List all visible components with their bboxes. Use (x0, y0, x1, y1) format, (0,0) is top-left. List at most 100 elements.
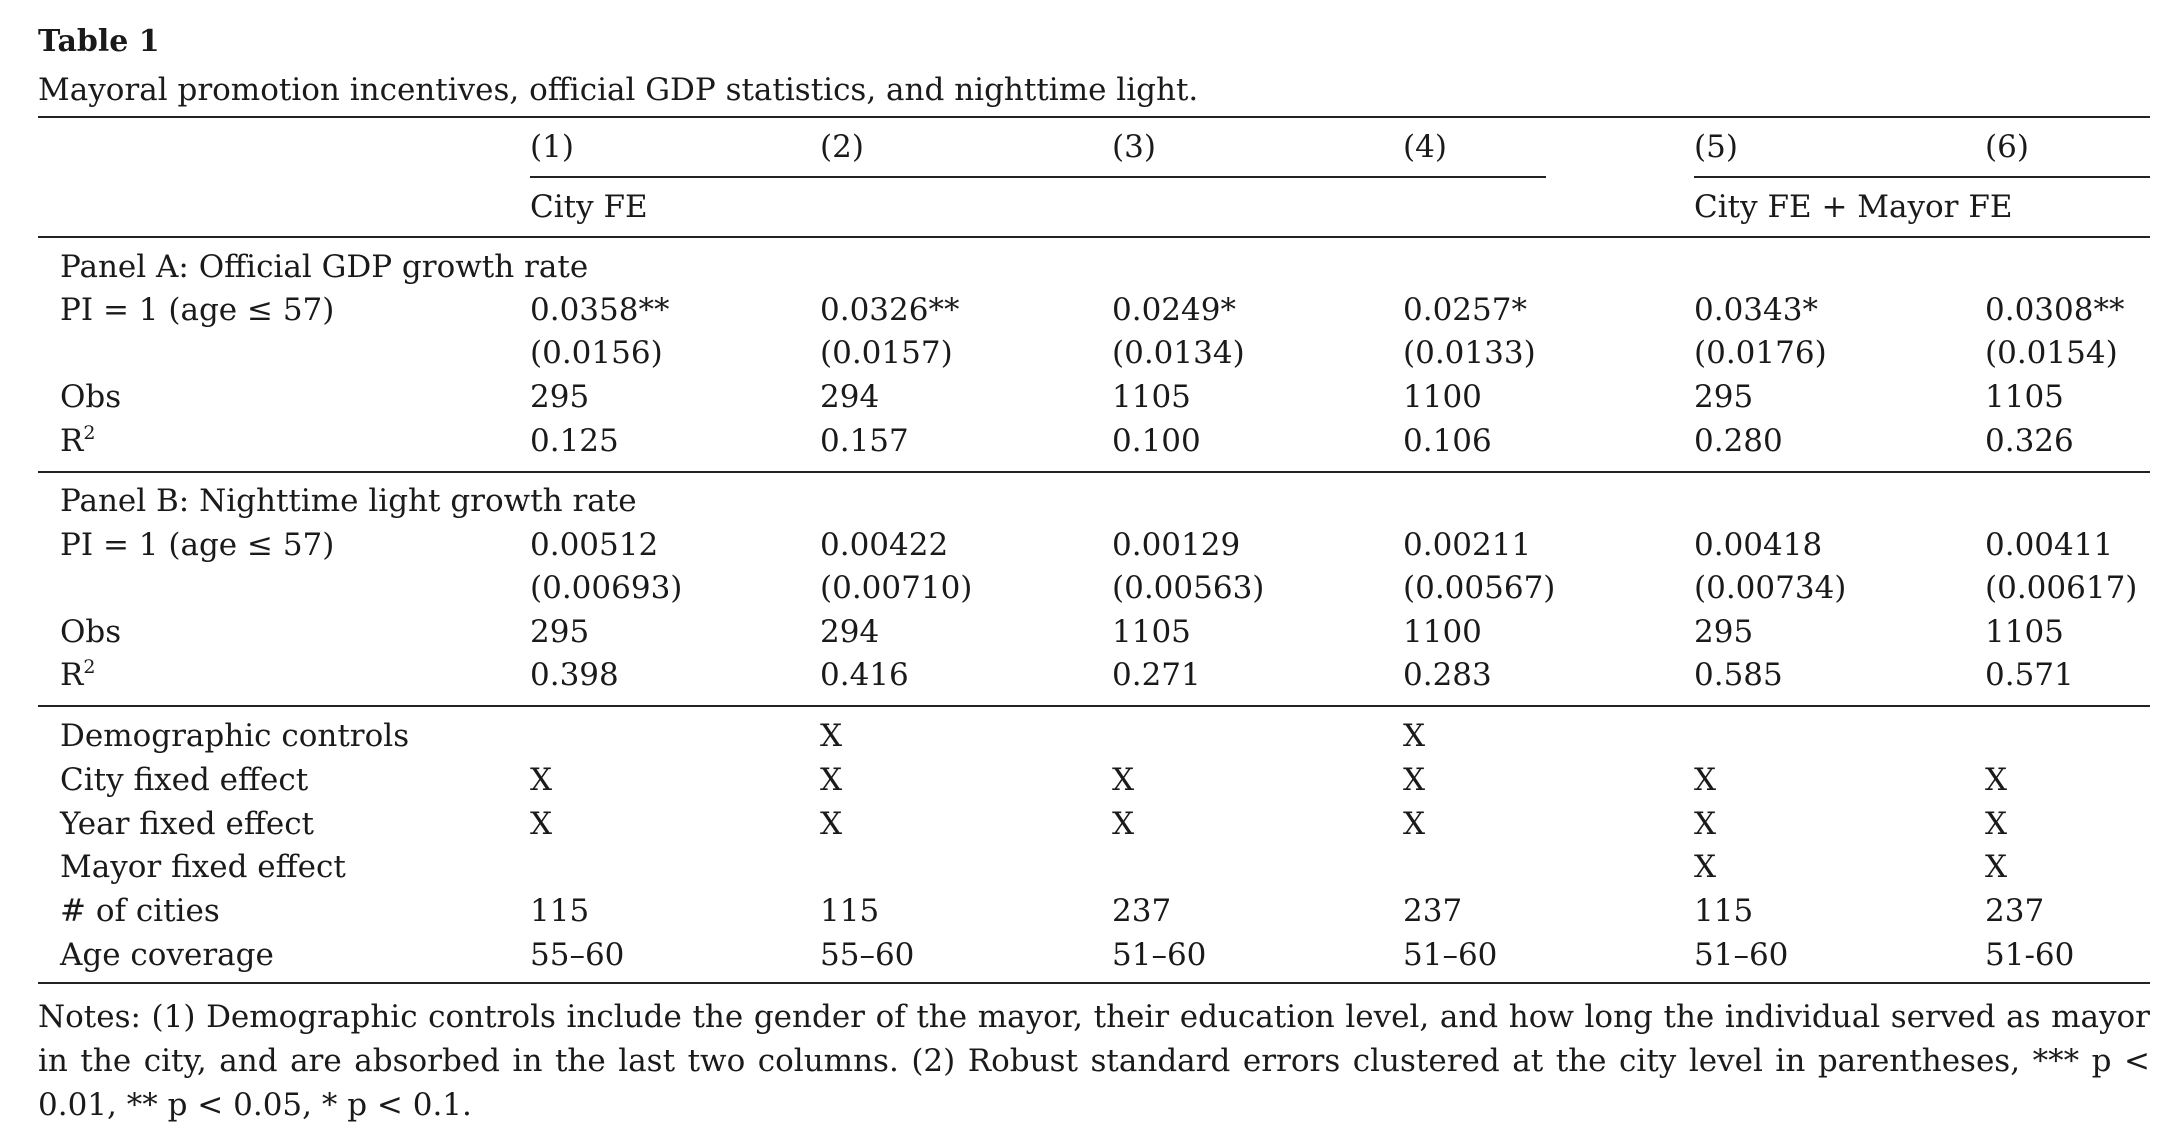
table-cell: X (1985, 806, 2008, 842)
table-cell: 237 (1403, 893, 1463, 929)
table-cell: 51-60 (1985, 937, 2075, 973)
table-cell: (0.00617) (1985, 570, 2138, 606)
table-cell: (0.0156) (530, 335, 663, 371)
table-cell: 0.283 (1403, 657, 1492, 693)
table-cell: X (1694, 762, 1717, 798)
row-label: Obs (60, 379, 122, 415)
table-cell: 0.00129 (1112, 527, 1241, 563)
row-label: PI = 1 (age ≤ 57) (60, 527, 335, 563)
table-cell: (0.0157) (820, 335, 953, 371)
table-cell: X (1403, 762, 1426, 798)
table-cell: 115 (530, 893, 590, 929)
table-cell: 1100 (1403, 379, 1482, 415)
header-bottom-rule (38, 236, 2150, 238)
table-cell: 0.0249* (1112, 292, 1236, 328)
top-rule (38, 116, 2150, 118)
table-cell: 0.00422 (820, 527, 949, 563)
row-label: Year fixed effect (60, 806, 315, 842)
table-cell: 294 (820, 379, 880, 415)
row-label: Obs (60, 614, 122, 650)
column-header: (2) (820, 129, 864, 165)
table-cell: 0.585 (1694, 657, 1783, 693)
table-caption: Mayoral promotion incentives, official G… (38, 72, 1199, 108)
table-cell: 0.0257* (1403, 292, 1527, 328)
table-cell: (0.0176) (1694, 335, 1827, 371)
panel-b-title: Panel B: Nighttime light growth rate (60, 483, 637, 519)
column-header: (5) (1694, 129, 1738, 165)
group-rule-right (1694, 176, 2150, 178)
row-label: Mayor fixed effect (60, 849, 346, 885)
panel-a-bottom-rule (38, 471, 2150, 473)
table-cell: X (1112, 806, 1135, 842)
row-label: R2 (60, 658, 95, 691)
table-cell: 1105 (1112, 379, 1191, 415)
table-cell: 55–60 (820, 937, 915, 973)
table-cell: 295 (530, 379, 590, 415)
column-header: (3) (1112, 129, 1156, 165)
table-cell: 0.00418 (1694, 527, 1823, 563)
table-cell: 0.125 (530, 423, 619, 459)
table-cell: X (1403, 718, 1426, 754)
table-cell: 0.00411 (1985, 527, 2114, 563)
table-cell: (0.00734) (1694, 570, 1847, 606)
table-cell: 0.0358** (530, 292, 670, 328)
table-cell: (0.0154) (1985, 335, 2118, 371)
column-header: (6) (1985, 129, 2029, 165)
table-cell: 295 (1694, 379, 1754, 415)
table-cell: (0.00567) (1403, 570, 1556, 606)
column-header: (4) (1403, 129, 1447, 165)
table-cell: 0.280 (1694, 423, 1783, 459)
group-label-left: City FE (530, 189, 648, 225)
table-cell: (0.0134) (1112, 335, 1245, 371)
table-cell: X (1694, 849, 1717, 885)
table-cell: X (530, 806, 553, 842)
table-cell: 0.326 (1985, 423, 2074, 459)
table-cell: 0.00512 (530, 527, 659, 563)
r-superscript: 2 (83, 422, 96, 444)
table-cell: (0.00710) (820, 570, 973, 606)
row-label: PI = 1 (age ≤ 57) (60, 292, 335, 328)
table-cell: 0.571 (1985, 657, 2074, 693)
table-cell: 294 (820, 614, 880, 650)
table-bottom-rule (38, 982, 2150, 984)
table-title: Table 1 (38, 24, 160, 59)
table-cell: 0.0326** (820, 292, 960, 328)
table-cell: X (1985, 849, 2008, 885)
table-cell: 0.0308** (1985, 292, 2125, 328)
table-cell: 0.398 (530, 657, 619, 693)
column-header: (1) (530, 129, 574, 165)
table-cell: 1100 (1403, 614, 1482, 650)
table-cell: 51–60 (1403, 937, 1498, 973)
group-label-right: City FE + Mayor FE (1694, 189, 2013, 225)
table-cell: X (1694, 806, 1717, 842)
group-rule-left (530, 176, 1546, 178)
table-cell: 295 (530, 614, 590, 650)
row-label: R2 (60, 424, 95, 457)
table-cell: 1105 (1985, 379, 2064, 415)
table-cell: 115 (1694, 893, 1754, 929)
r-superscript: 2 (83, 656, 96, 678)
panel-a-title: Panel A: Official GDP growth rate (60, 249, 589, 285)
table-cell: 0.157 (820, 423, 909, 459)
table-cell: 0.100 (1112, 423, 1201, 459)
row-label: Demographic controls (60, 718, 410, 754)
table-cell: 1105 (1112, 614, 1191, 650)
table-cell: 0.416 (820, 657, 909, 693)
table-cell: X (820, 806, 843, 842)
table-cell: X (1112, 762, 1135, 798)
table-cell: 51–60 (1112, 937, 1207, 973)
row-label: # of cities (60, 893, 220, 929)
table-cell: 295 (1694, 614, 1754, 650)
table-cell: X (530, 762, 553, 798)
panel-b-bottom-rule (38, 705, 2150, 707)
table-notes: Notes: (1) Demographic controls include … (38, 999, 2150, 1123)
table-cell: (0.0133) (1403, 335, 1536, 371)
table-cell: 0.106 (1403, 423, 1492, 459)
row-label: Age coverage (60, 937, 274, 973)
table-cell: X (1985, 762, 2008, 798)
table-cell: 1105 (1985, 614, 2064, 650)
table-cell: 0.271 (1112, 657, 1201, 693)
table-cell: 55–60 (530, 937, 625, 973)
table-cell: (0.00693) (530, 570, 683, 606)
